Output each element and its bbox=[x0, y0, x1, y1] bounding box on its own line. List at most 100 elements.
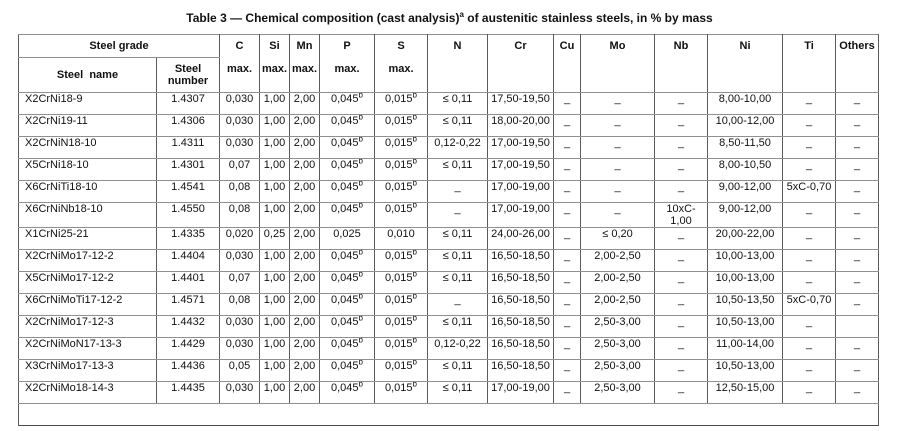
table-footer-area bbox=[18, 403, 879, 426]
cell-ti: _ bbox=[782, 271, 836, 294]
cell-nb: _ bbox=[654, 180, 708, 203]
cell-n: ≤ 0,11 bbox=[427, 114, 488, 137]
cell-si: 1,00 bbox=[259, 114, 290, 137]
cell-cr: 16,50-18,50 bbox=[487, 359, 554, 382]
cell-cu: _ bbox=[553, 180, 581, 203]
cell-number: 1.4541 bbox=[156, 180, 220, 203]
col-header-Mo: Mo bbox=[580, 34, 655, 93]
cell-p: 0,045b bbox=[319, 359, 375, 382]
cell-ti: _ bbox=[782, 114, 836, 137]
cell-others: _ bbox=[835, 227, 879, 250]
cell-s: 0,015b bbox=[374, 92, 428, 115]
cell-cu: _ bbox=[553, 293, 581, 316]
cell-cr: 17,00-19,00 bbox=[487, 381, 554, 404]
cell-cu: _ bbox=[553, 136, 581, 159]
cell-mn: 2,00 bbox=[289, 249, 320, 272]
table-row: X5CrNiMo17-12-2 1.4401 0,07 1,00 2,00 0,045b 0… bbox=[18, 271, 879, 294]
cell-mo: _ bbox=[580, 158, 655, 181]
table-title: Table 3 — Chemical composition (cast ana… bbox=[186, 10, 713, 26]
cell-c: 0,030 bbox=[219, 92, 260, 115]
cell-nb: _ bbox=[654, 114, 708, 137]
cell-mn: 2,00 bbox=[289, 114, 320, 137]
cell-mo: 2,50-3,00 bbox=[580, 315, 655, 338]
cell-cu: _ bbox=[553, 249, 581, 272]
cell-n: ≤ 0,11 bbox=[427, 92, 488, 115]
cell-n: ≤ 0,11 bbox=[427, 315, 488, 338]
col-header-Nb: Nb bbox=[654, 34, 708, 93]
col-header-N: N bbox=[427, 34, 488, 93]
cell-c: 0,07 bbox=[219, 271, 260, 294]
cell-s: 0,015b bbox=[374, 249, 428, 272]
cell-p: 0,045b bbox=[319, 114, 375, 137]
cell-p: 0,045b bbox=[319, 337, 375, 360]
cell-others: _ bbox=[835, 249, 879, 272]
cell-cu: _ bbox=[553, 227, 581, 250]
table-row: X6CrNiNb18-10 1.4550 0,08 1,00 2,00 0,045b 0,0… bbox=[18, 202, 879, 228]
cell-n: ≤ 0,11 bbox=[427, 381, 488, 404]
cell-ni: 10,00-12,00 bbox=[707, 114, 783, 137]
cell-cu: _ bbox=[553, 315, 581, 338]
cell-n: _ bbox=[427, 180, 488, 203]
cell-n: 0,12-0,22 bbox=[427, 136, 488, 159]
cell-si: 1,00 bbox=[259, 381, 290, 404]
col-header-steel-name: Steel name bbox=[18, 57, 157, 93]
cell-others: _ bbox=[835, 180, 879, 203]
col-header-Si: Si max. bbox=[259, 34, 290, 93]
col-header-Ti: Ti bbox=[782, 34, 836, 93]
cell-number: 1.4306 bbox=[156, 114, 220, 137]
cell-mo: 2,50-3,00 bbox=[580, 381, 655, 404]
cell-number: 1.4401 bbox=[156, 271, 220, 294]
cell-ti: 5xC-0,70 bbox=[782, 293, 836, 316]
footnote-strip bbox=[18, 403, 879, 426]
cell-others: _ bbox=[835, 381, 879, 404]
cell-cr: 17,50-19,50 bbox=[487, 92, 554, 115]
cell-name: X1CrNi25-21 bbox=[18, 227, 157, 250]
cell-others bbox=[835, 315, 879, 338]
cell-cu: _ bbox=[553, 158, 581, 181]
cell-cu: _ bbox=[553, 114, 581, 137]
cell-c: 0,08 bbox=[219, 202, 260, 228]
table-row: X2CrNiMo18-14-3 1.4435 0,030 1,00 2,00 0,045b… bbox=[18, 381, 879, 404]
col-header-Others: Others bbox=[835, 34, 879, 93]
cell-si: 1,00 bbox=[259, 249, 290, 272]
cell-p: 0,045b bbox=[319, 136, 375, 159]
cell-cu: _ bbox=[553, 202, 581, 228]
cell-c: 0,08 bbox=[219, 293, 260, 316]
cell-cr: 16,50-18,50 bbox=[487, 249, 554, 272]
cell-ti: _ bbox=[782, 337, 836, 360]
cell-nb: 10xC- 1,00 bbox=[654, 202, 708, 228]
cell-n: ≤ 0,11 bbox=[427, 249, 488, 272]
footnote-row bbox=[18, 403, 879, 426]
cell-ni: 10,50-13,50 bbox=[707, 293, 783, 316]
cell-nb: _ bbox=[654, 381, 708, 404]
cell-p: 0,045b bbox=[319, 271, 375, 294]
cell-ti: _ bbox=[782, 92, 836, 115]
cell-ti: _ bbox=[782, 202, 836, 228]
cell-s: 0,015b bbox=[374, 271, 428, 294]
cell-mo: ≤ 0,20 bbox=[580, 227, 655, 250]
cell-others: _ bbox=[835, 136, 879, 159]
cell-mn: 2,00 bbox=[289, 180, 320, 203]
cell-si: 1,00 bbox=[259, 92, 290, 115]
cell-si: 1,00 bbox=[259, 202, 290, 228]
cell-cr: 16,50-18,50 bbox=[487, 337, 554, 360]
table-row: X2CrNiN18-10 1.4311 0,030 1,00 2,00 0,045b 0,0… bbox=[18, 136, 879, 159]
cell-ti: _ bbox=[782, 315, 836, 338]
cell-nb: _ bbox=[654, 293, 708, 316]
cell-cu: _ bbox=[553, 381, 581, 404]
cell-number: 1.4435 bbox=[156, 381, 220, 404]
cell-cr: 16,50-18,50 bbox=[487, 315, 554, 338]
cell-nb: _ bbox=[654, 249, 708, 272]
cell-number: 1.4301 bbox=[156, 158, 220, 181]
cell-p: 0,045b bbox=[319, 202, 375, 228]
cell-si: 1,00 bbox=[259, 337, 290, 360]
cell-number: 1.4311 bbox=[156, 136, 220, 159]
cell-number: 1.4436 bbox=[156, 359, 220, 382]
cell-c: 0,05 bbox=[219, 359, 260, 382]
cell-ni: 10,00-13,00 bbox=[707, 249, 783, 272]
